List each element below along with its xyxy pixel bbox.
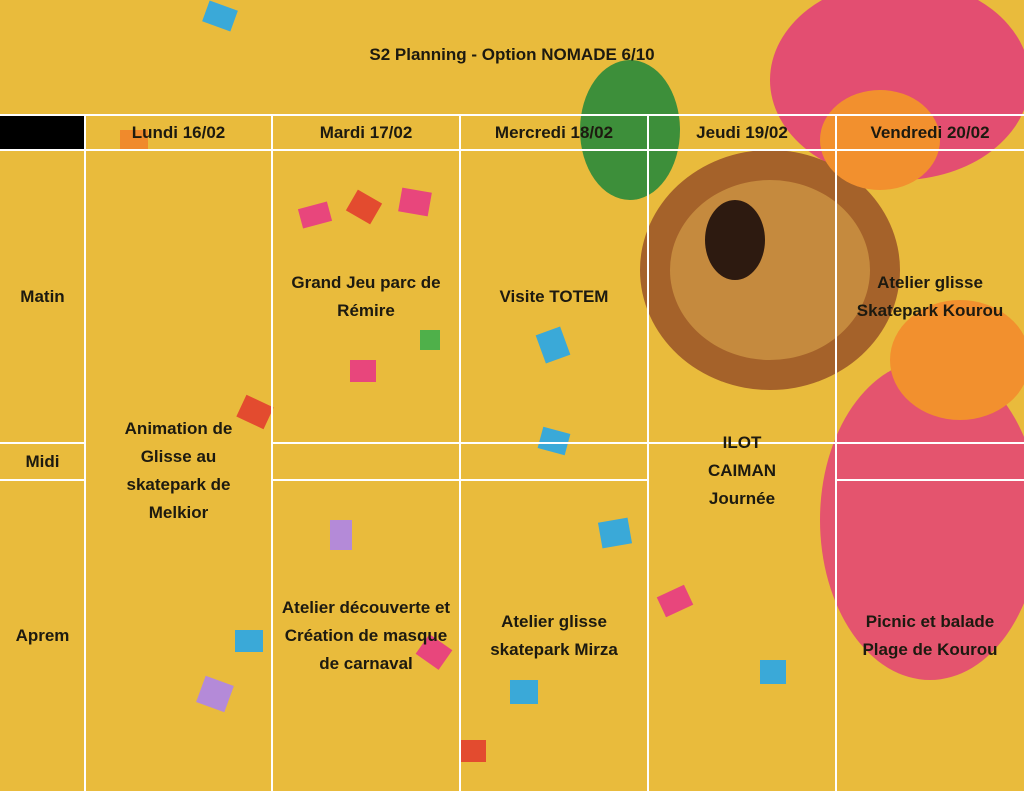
cell-text: Lundi 16/02 — [131, 122, 226, 142]
cell-text: Matin — [20, 286, 65, 306]
activity-cell: Grand Jeu parc de Rémire — [272, 150, 460, 443]
cell-text: Atelier glisse Skatepark Kourou — [856, 272, 1004, 320]
activity-cell: ILOT CAIMAN Journée — [648, 150, 836, 791]
day-header: Lundi 16/02 — [85, 115, 272, 150]
grid-line — [0, 479, 85, 481]
day-header: Mardi 17/02 — [272, 115, 460, 150]
confetti — [120, 0, 786, 762]
cell-text: Visite TOTEM — [499, 286, 609, 306]
grid-line — [0, 149, 1024, 151]
day-header: Mercredi 18/02 — [460, 115, 648, 150]
cell-text: Atelier découverte et Création de masque… — [281, 597, 451, 673]
activity-cell: Animation de Glisse au skatepark de Melk… — [85, 150, 272, 791]
period-label: Midi — [0, 443, 85, 480]
cell-text: Atelier glisse skatepark Mirza — [490, 611, 618, 659]
grid-line — [835, 115, 837, 791]
cell-text: Mercredi 18/02 — [494, 122, 614, 142]
cell-text: Vendredi 20/02 — [870, 122, 990, 142]
title: S2 Planning - Option NOMADE 6/10 — [369, 45, 655, 64]
grid-line — [84, 115, 86, 791]
activity-cell: Atelier glisse Skatepark Kourou — [836, 150, 1024, 443]
day-header: Jeudi 19/02 — [648, 115, 836, 150]
grid-line — [271, 115, 273, 791]
grid-line — [647, 115, 649, 791]
activity-cell: Atelier découverte et Création de masque… — [272, 480, 460, 791]
corner-cell — [0, 115, 85, 150]
cell-text: ILOT CAIMAN Journée — [708, 432, 776, 508]
cell-text: Mardi 17/02 — [319, 122, 413, 142]
cell-text: Picnic et balade Plage de Kourou — [862, 611, 998, 659]
activity-cell: Atelier glisse skatepark Mirza — [460, 480, 648, 791]
cell-text: Jeudi 19/02 — [696, 122, 788, 142]
cell-text: Grand Jeu parc de Rémire — [291, 272, 441, 320]
cell-text: Animation de Glisse au skatepark de Melk… — [124, 418, 233, 522]
day-header: Vendredi 20/02 — [836, 115, 1024, 150]
grid-line — [459, 115, 461, 791]
grid-line — [0, 442, 85, 444]
grid-line — [0, 114, 1024, 116]
activity-cell: Picnic et balade Plage de Kourou — [836, 480, 1024, 791]
cell-text: Midi — [25, 451, 60, 471]
grid-line — [836, 479, 1024, 481]
period-label: Aprem — [0, 480, 85, 791]
period-label: Matin — [0, 150, 85, 443]
cell-text: Aprem — [15, 625, 70, 645]
activity-cell: Visite TOTEM — [460, 150, 648, 443]
